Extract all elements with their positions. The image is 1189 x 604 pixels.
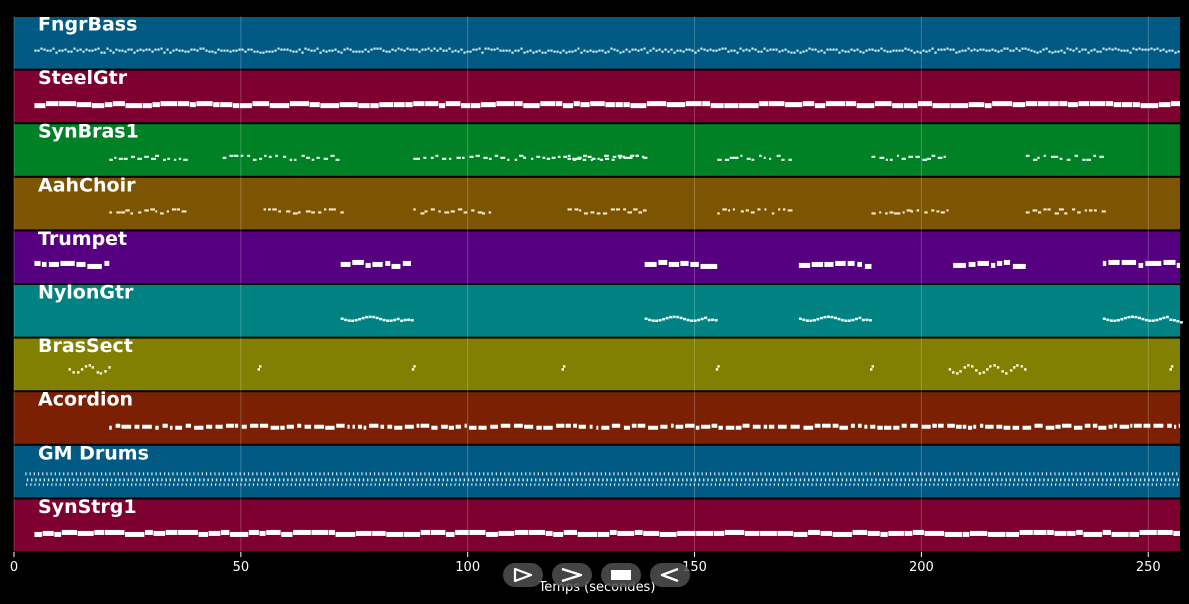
note-segment bbox=[34, 47, 1180, 54]
track-notes bbox=[109, 154, 1105, 161]
track-notes bbox=[68, 364, 1174, 375]
track-notes bbox=[34, 101, 1180, 109]
track-band bbox=[14, 70, 1180, 123]
track-notes bbox=[340, 315, 1183, 324]
stop-icon bbox=[611, 570, 631, 580]
rewind-icon bbox=[660, 568, 679, 582]
track-label: Acordion bbox=[38, 389, 133, 411]
note-segment bbox=[871, 154, 946, 161]
rewind-button[interactable] bbox=[650, 563, 690, 587]
note-segment bbox=[717, 208, 793, 215]
track-label: Trumpet bbox=[38, 228, 127, 250]
note-segment bbox=[869, 365, 874, 371]
track-band bbox=[14, 177, 1180, 230]
note-segment bbox=[567, 154, 648, 161]
track-aahchoir bbox=[14, 177, 1180, 230]
track-band bbox=[14, 392, 1180, 444]
note-segment bbox=[1025, 154, 1105, 161]
track-band bbox=[14, 338, 1180, 391]
track-band bbox=[14, 231, 1180, 283]
track-notes bbox=[34, 529, 1180, 537]
note-segment bbox=[263, 208, 344, 215]
x-tick-label: 100 bbox=[455, 560, 480, 575]
note-segment bbox=[34, 260, 110, 269]
track-notes bbox=[109, 423, 1180, 430]
note-segment bbox=[715, 365, 720, 371]
x-tick-label: 200 bbox=[909, 560, 934, 575]
track-acordion bbox=[14, 392, 1180, 444]
note-segment bbox=[948, 364, 1027, 375]
track-synbras1 bbox=[14, 124, 1180, 176]
track-label: BrasSect bbox=[38, 335, 133, 357]
note-segment bbox=[340, 259, 411, 269]
x-tick-label: 50 bbox=[233, 560, 250, 575]
track-brassect bbox=[14, 338, 1180, 391]
note-segment bbox=[1102, 259, 1180, 268]
note-segment bbox=[34, 101, 1180, 109]
note-segment bbox=[1025, 208, 1106, 215]
track-nylongtr bbox=[14, 285, 1183, 337]
note-segment bbox=[953, 259, 1026, 269]
note-segment bbox=[644, 315, 718, 323]
track-notes bbox=[109, 208, 1106, 215]
play-button[interactable] bbox=[503, 563, 543, 587]
note-segment bbox=[340, 315, 414, 323]
stop-button[interactable] bbox=[601, 563, 641, 587]
track-synstrg1 bbox=[14, 499, 1180, 551]
note-segment bbox=[109, 423, 1180, 430]
note-segment bbox=[567, 208, 647, 215]
track-notes bbox=[34, 259, 1180, 269]
note-segment bbox=[1102, 315, 1183, 324]
track-trumpet bbox=[14, 231, 1180, 283]
track-fngrbass bbox=[14, 17, 1180, 69]
track-label: SteelGtr bbox=[38, 67, 128, 89]
x-tick-label: 250 bbox=[1136, 560, 1161, 575]
track-label: FngrBass bbox=[38, 14, 137, 36]
track-label: GM Drums bbox=[38, 442, 149, 464]
note-segment bbox=[871, 209, 949, 215]
x-tick-label: 0 bbox=[10, 560, 18, 575]
track-band bbox=[14, 17, 1180, 69]
track-band bbox=[14, 124, 1180, 176]
note-segment bbox=[68, 364, 111, 375]
track-label: SynBras1 bbox=[38, 121, 139, 143]
note-segment bbox=[561, 365, 566, 371]
play-outline-icon bbox=[513, 568, 533, 582]
note-segment bbox=[413, 208, 492, 215]
track-notes bbox=[34, 47, 1180, 54]
note-segment bbox=[25, 472, 1180, 486]
playback-controls bbox=[503, 563, 690, 587]
track-notes bbox=[25, 472, 1180, 486]
track-steelgtr bbox=[14, 70, 1180, 123]
tracks-layer bbox=[14, 17, 1183, 551]
note-segment bbox=[34, 529, 1180, 537]
track-band bbox=[14, 499, 1180, 551]
grid-layer bbox=[13, 16, 1149, 552]
track-band bbox=[14, 285, 1180, 337]
note-segment bbox=[109, 154, 188, 161]
track-label: AahChoir bbox=[38, 174, 136, 196]
track-band bbox=[14, 445, 1180, 498]
fast-forward-icon bbox=[561, 568, 583, 582]
labels-layer: FngrBass SteelGtr SynBras1 AahChoir Trumpet N… bbox=[38, 14, 149, 518]
track-label: SynStrg1 bbox=[38, 496, 137, 518]
note-segment bbox=[798, 315, 872, 323]
note-segment bbox=[109, 208, 187, 215]
note-segment bbox=[644, 259, 718, 269]
track-label: NylonGtr bbox=[38, 282, 134, 304]
note-segment bbox=[257, 365, 262, 371]
fast-forward-button[interactable] bbox=[552, 563, 592, 587]
note-segment bbox=[717, 154, 792, 161]
note-segment bbox=[1169, 365, 1174, 371]
note-segment bbox=[411, 365, 416, 371]
track-gm-drums bbox=[14, 445, 1180, 498]
note-segment bbox=[222, 154, 340, 161]
note-segment bbox=[798, 260, 872, 269]
